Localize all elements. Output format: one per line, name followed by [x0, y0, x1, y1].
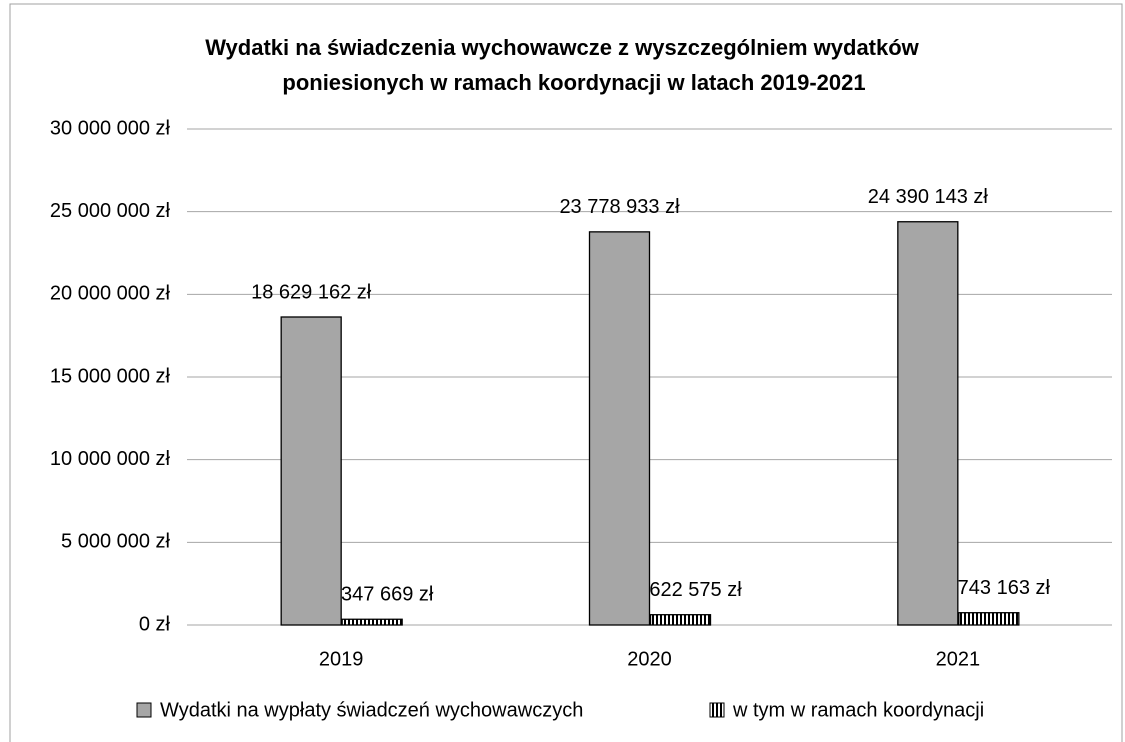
- legend-label: w tym w ramach koordynacji: [732, 699, 984, 721]
- y-tick-label: 25 000 000 zł: [50, 200, 171, 222]
- legend-swatch: [136, 702, 152, 718]
- bar: [897, 221, 959, 626]
- x-tick-label: 2019: [319, 648, 364, 670]
- x-tick-label: 2020: [627, 648, 672, 670]
- data-label: 23 778 933 zł: [559, 196, 680, 218]
- bar: [649, 614, 712, 626]
- legend-swatch: [709, 702, 725, 718]
- data-label: 622 575 zł: [649, 579, 742, 601]
- bar: [341, 618, 403, 626]
- y-tick-label: 10 000 000 zł: [50, 448, 171, 470]
- bar: [958, 612, 1020, 626]
- y-tick-label: 15 000 000 zł: [50, 365, 171, 387]
- y-tick-label: 30 000 000 zł: [50, 117, 171, 139]
- y-tick-label: 5 000 000 zł: [61, 531, 171, 553]
- data-label: 743 163 zł: [958, 577, 1051, 599]
- x-tick-label: 2021: [936, 648, 981, 670]
- data-label: 24 390 143 zł: [868, 186, 989, 208]
- legend-label: Wydatki na wypłaty świadczeń wychowawczy…: [160, 699, 583, 721]
- y-tick-label: 20 000 000 zł: [50, 283, 171, 305]
- chart-title: poniesionych w ramach koordynacji w lata…: [282, 70, 865, 95]
- bar: [588, 231, 651, 626]
- chart-title: Wydatki na świadczenia wychowawcze z wys…: [205, 35, 919, 60]
- data-label: 347 669 zł: [341, 584, 434, 606]
- data-label: 18 629 162 zł: [251, 281, 372, 303]
- y-tick-label: 0 zł: [139, 613, 171, 635]
- bar: [280, 316, 342, 626]
